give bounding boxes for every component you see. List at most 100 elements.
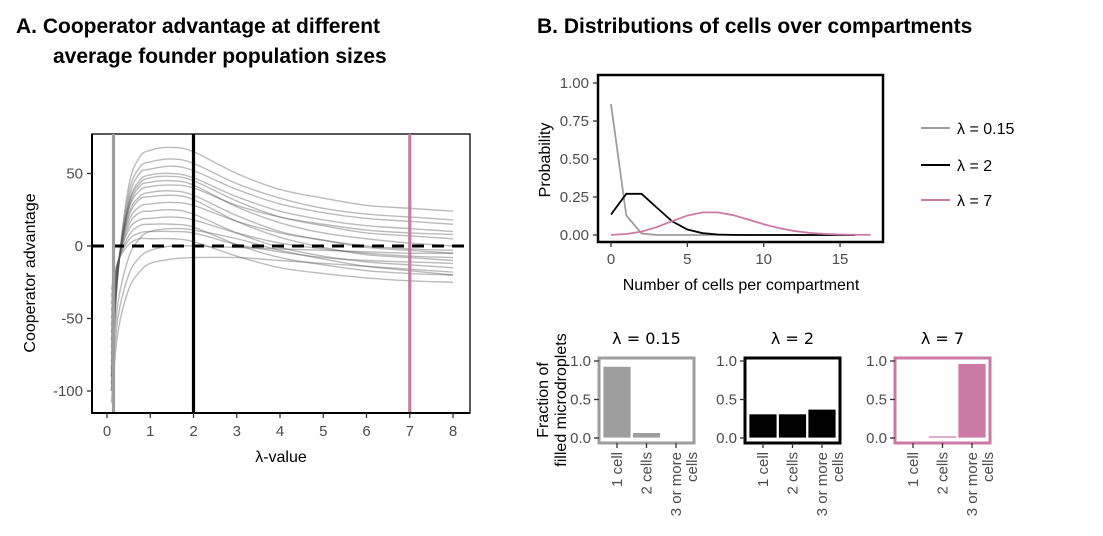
simulation-curve <box>110 165 454 377</box>
bar <box>661 437 691 439</box>
probability-series-line <box>610 192 856 236</box>
x-tick-label: 0 <box>103 423 111 440</box>
y-tick-label: 0.75 <box>560 113 589 130</box>
x-tick-label: 4 <box>276 423 284 440</box>
probability-series-line <box>610 211 871 236</box>
x-tick-label: 2 <box>189 423 197 440</box>
bar <box>632 432 661 439</box>
y-tick-label: 0.5 <box>716 392 737 409</box>
x-tick-label: 5 <box>319 423 327 440</box>
x-tick-label: 8 <box>449 423 457 440</box>
x-tick-label: 7 <box>406 423 414 440</box>
legend-label: λ = 7 <box>957 193 992 210</box>
x-tick-label: 10 <box>755 251 772 268</box>
legend-label: λ = 0.15 <box>957 121 1014 138</box>
x-tick-label: 1 cell <box>905 452 922 487</box>
simulation-curve <box>110 172 454 370</box>
x-tick-label: 3 or morecells <box>814 452 847 516</box>
y-tick-label: 0.00 <box>560 227 589 244</box>
y-tick-label: 0.5 <box>570 392 591 409</box>
facet-panel: λ = 0.15 0.0 0.5 1.0 1 cell 2 cells 3 or morec… <box>570 329 701 516</box>
y-tick-label: 0.5 <box>866 392 887 409</box>
x-tick-label-line: 3 or more <box>964 452 981 516</box>
y-tick-label: 0.0 <box>570 430 591 447</box>
x-tick-label: 1 cell <box>755 452 772 487</box>
x-tick-label-line: 1 cell <box>609 452 626 487</box>
simulation-curve <box>110 208 454 319</box>
bar <box>807 408 837 439</box>
bar <box>898 437 928 439</box>
x-tick-label-line: 1 cell <box>755 452 772 487</box>
x-tick-label-line: 2 cells <box>935 452 952 495</box>
y-axis-title-line2: filled microdroplets <box>553 333 570 466</box>
y-tick-label: 1.00 <box>560 75 589 92</box>
x-tick-label: 3 or morecells <box>668 452 701 516</box>
simulation-curve <box>110 256 454 403</box>
x-tick-label-line: 2 cells <box>639 452 656 495</box>
bar <box>778 413 807 439</box>
x-tick-label: 6 <box>362 423 370 440</box>
simulation-curve <box>110 146 454 392</box>
x-tick-label: 15 <box>832 251 849 268</box>
legend-item: λ = 2 <box>921 158 992 175</box>
facet-panel: λ = 7 0.0 0.5 1.0 1 cell 2 cells 3 or morecell… <box>866 329 997 516</box>
x-tick-label-line: 3 or more <box>814 452 831 516</box>
x-tick-label-line: 3 or more <box>668 452 685 516</box>
legend-label: λ = 2 <box>957 158 992 175</box>
simulation-curve <box>110 190 454 341</box>
panel-a-title-line1: A. Cooperator advantage at different <box>16 15 380 38</box>
legend-item: λ = 0.15 <box>921 121 1014 138</box>
y-tick-label: -50 <box>61 311 83 328</box>
x-tick-label: 2 cells <box>785 452 802 495</box>
y-axis-title: Probability <box>537 123 554 198</box>
y-tick-label: 1.0 <box>570 353 591 370</box>
bar <box>602 365 632 439</box>
bar <box>748 413 778 439</box>
y-tick-label: 1.0 <box>866 353 887 370</box>
x-tick-label-line: 1 cell <box>905 452 922 487</box>
facet-title: λ = 0.15 <box>612 329 681 348</box>
panel-a-title: A. Cooperator advantage at different ave… <box>16 15 387 68</box>
y-tick-label: 0.25 <box>560 189 589 206</box>
simulation-curve <box>110 244 454 392</box>
y-tick-label: 0.50 <box>560 151 589 168</box>
y-tick-label: 0 <box>75 238 83 255</box>
x-tick-label: 0 <box>607 251 615 268</box>
y-axis-title: Cooperator advantage <box>22 193 39 352</box>
y-tick-label: 0.0 <box>716 430 737 447</box>
facet-panel: λ = 2 0.0 0.5 1.0 1 cell 2 cells 3 or morecell… <box>716 329 847 516</box>
y-axis-title-line1: Fraction of <box>535 362 552 438</box>
y-tick-label: 0.0 <box>866 430 887 447</box>
x-tick-label: 3 <box>233 423 241 440</box>
panel-b-bar-facets: λ = 0.150.00.51.01 cell 2 cells 3 or morec… <box>535 329 997 516</box>
panel-a-title-line2: average founder population sizes <box>53 45 387 68</box>
y-tick-label: -100 <box>53 383 83 400</box>
facet-title: λ = 2 <box>771 329 814 348</box>
x-tick-label: 1 cell <box>609 452 626 487</box>
x-tick-label-line: cells <box>684 452 701 482</box>
y-axis-title: Fraction offilled microdroplets <box>535 333 570 466</box>
bar <box>957 363 987 439</box>
x-tick-label: 2 cells <box>639 452 656 495</box>
x-tick-label-line: cells <box>830 452 847 482</box>
x-tick-label: 1 <box>146 423 154 440</box>
panel-b-title: B. Distributions of cells over compartme… <box>537 15 972 38</box>
simulation-curve <box>110 175 454 363</box>
x-tick-label-line: 2 cells <box>785 452 802 495</box>
x-axis-title: λ-value <box>255 449 307 466</box>
y-tick-label: 50 <box>66 166 83 183</box>
x-tick-label: 5 <box>683 251 691 268</box>
x-tick-label-line: cells <box>980 452 997 482</box>
simulation-curve <box>110 158 454 384</box>
x-tick-label: 2 cells <box>935 452 952 495</box>
facet-title: λ = 7 <box>921 329 964 348</box>
legend-item: λ = 7 <box>921 193 992 210</box>
simulation-curve <box>110 227 454 377</box>
x-axis-title: Number of cells per compartment <box>623 277 860 294</box>
y-tick-label: 1.0 <box>716 353 737 370</box>
x-tick-label: 3 or morecells <box>964 452 997 516</box>
bar <box>928 435 957 439</box>
panel-a-chart: 0 1 2 3 4 5 6 7 8 -100 -50 0 50 λ-value Cooperator adv… <box>22 133 471 466</box>
panel-b-distribution-chart: 0 5 10 15 0.00 0.25 0.50 0.75 1.00 Number of cell… <box>537 73 1014 294</box>
